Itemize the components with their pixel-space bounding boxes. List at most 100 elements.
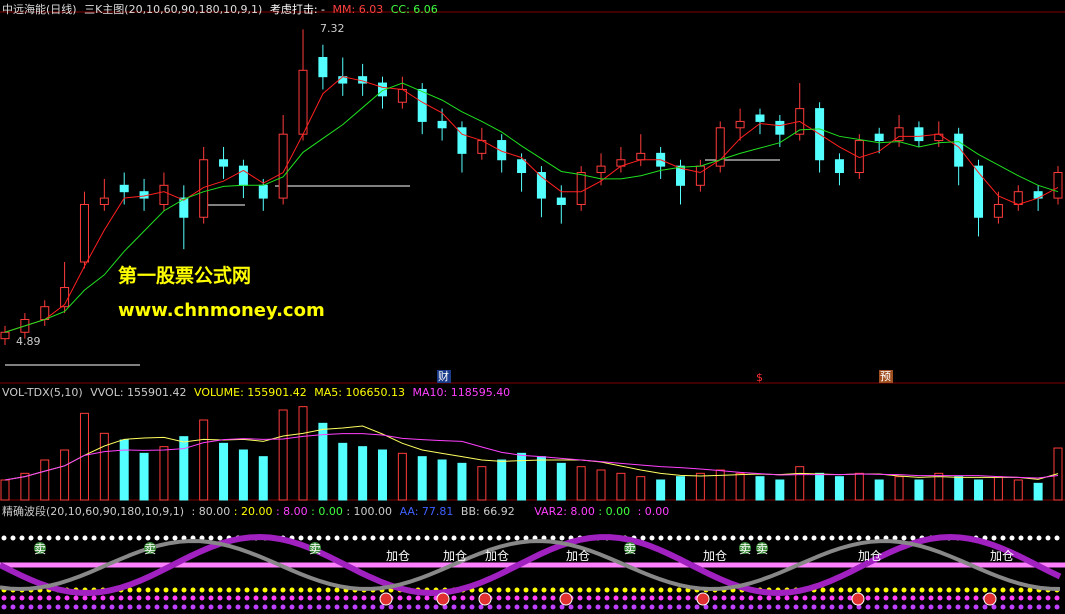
dot xyxy=(181,604,187,610)
volume-bar xyxy=(616,472,626,501)
dot xyxy=(55,535,61,541)
dot xyxy=(253,604,259,610)
volume-bar xyxy=(318,422,328,501)
dot xyxy=(892,587,898,593)
volume-bar xyxy=(656,479,666,501)
dot xyxy=(1054,535,1060,541)
candle-body xyxy=(894,127,904,142)
dot xyxy=(1000,604,1006,610)
dot xyxy=(1054,604,1060,610)
buy-ball xyxy=(478,592,492,606)
dot xyxy=(1045,595,1051,601)
dot xyxy=(361,604,367,610)
dot xyxy=(631,604,637,610)
dot xyxy=(487,535,493,541)
candle-body xyxy=(715,127,725,167)
dot xyxy=(181,587,187,593)
dot xyxy=(10,595,16,601)
dot xyxy=(307,604,313,610)
buy-ball xyxy=(851,592,865,606)
dot xyxy=(163,535,169,541)
ma-line xyxy=(4,76,1059,333)
dot xyxy=(847,604,853,610)
dot xyxy=(460,604,466,610)
dot xyxy=(784,535,790,541)
volume-bar xyxy=(437,459,447,501)
dot xyxy=(973,604,979,610)
volume-bar xyxy=(159,446,169,501)
dot xyxy=(901,535,907,541)
dot xyxy=(415,535,421,541)
dot xyxy=(10,535,16,541)
dot xyxy=(1027,535,1033,541)
dot xyxy=(910,587,916,593)
sell-label: 卖 xyxy=(34,542,46,556)
sell-label: 卖 xyxy=(624,542,636,556)
indicator-name: 三K主图(20,10,60,90,180,10,9,1) xyxy=(84,3,263,16)
dot xyxy=(820,595,826,601)
dot xyxy=(568,604,574,610)
dot xyxy=(865,587,871,593)
dot xyxy=(109,535,115,541)
dot xyxy=(964,587,970,593)
candle-body xyxy=(1013,191,1023,205)
volume-bar xyxy=(20,472,30,501)
ma-line xyxy=(4,82,1059,333)
stock-name: 中远海能(日线) xyxy=(2,3,77,16)
dot xyxy=(271,587,277,593)
dot xyxy=(64,604,70,610)
dot xyxy=(892,604,898,610)
dot xyxy=(487,587,493,593)
volume-bar xyxy=(894,476,904,501)
dot xyxy=(487,604,493,610)
dot xyxy=(784,604,790,610)
dot xyxy=(46,595,52,601)
dot xyxy=(19,535,25,541)
candle-body xyxy=(755,114,765,122)
dot xyxy=(325,604,331,610)
add-label: 加仓 xyxy=(386,549,410,563)
bb-value: BB: 66.92 xyxy=(460,505,515,518)
dot xyxy=(991,604,997,610)
dot xyxy=(280,604,286,610)
dot xyxy=(946,604,952,610)
dot xyxy=(1,595,7,601)
dot xyxy=(730,604,736,610)
dot xyxy=(640,604,646,610)
dot xyxy=(973,595,979,601)
dot xyxy=(343,595,349,601)
dot xyxy=(694,604,700,610)
dot xyxy=(685,595,691,601)
ind-name: 精确波段(20,10,60,90,180,10,9,1) xyxy=(2,505,185,518)
dot xyxy=(622,604,628,610)
dot xyxy=(37,535,43,541)
add-label: 加仓 xyxy=(443,549,467,563)
buy-ball xyxy=(983,592,997,606)
volume-bar xyxy=(377,449,387,501)
ind-value: : 0.00 xyxy=(598,505,631,518)
dot xyxy=(388,604,394,610)
dot xyxy=(1027,595,1033,601)
dot xyxy=(496,595,502,601)
volume-bar xyxy=(993,476,1003,501)
indicator-header: 精确波段(20,10,60,90,180,10,9,1) : 80.00 : 2… xyxy=(2,503,673,519)
dot xyxy=(703,604,709,610)
add-label: 加仓 xyxy=(703,549,727,563)
candle-body xyxy=(556,197,566,205)
dot xyxy=(361,595,367,601)
dot xyxy=(928,587,934,593)
dot xyxy=(541,604,547,610)
dot xyxy=(829,595,835,601)
volume-bar xyxy=(139,452,149,501)
candle-body xyxy=(199,159,209,218)
dot xyxy=(775,535,781,541)
dot xyxy=(199,604,205,610)
candle-body xyxy=(219,159,229,167)
dot xyxy=(1,535,7,541)
dot xyxy=(208,535,214,541)
dot xyxy=(676,595,682,601)
dot xyxy=(820,604,826,610)
dot xyxy=(613,604,619,610)
dot xyxy=(793,604,799,610)
volume-header: VOL-TDX(5,10) VVOL: 155901.42 VOLUME: 15… xyxy=(2,386,514,399)
